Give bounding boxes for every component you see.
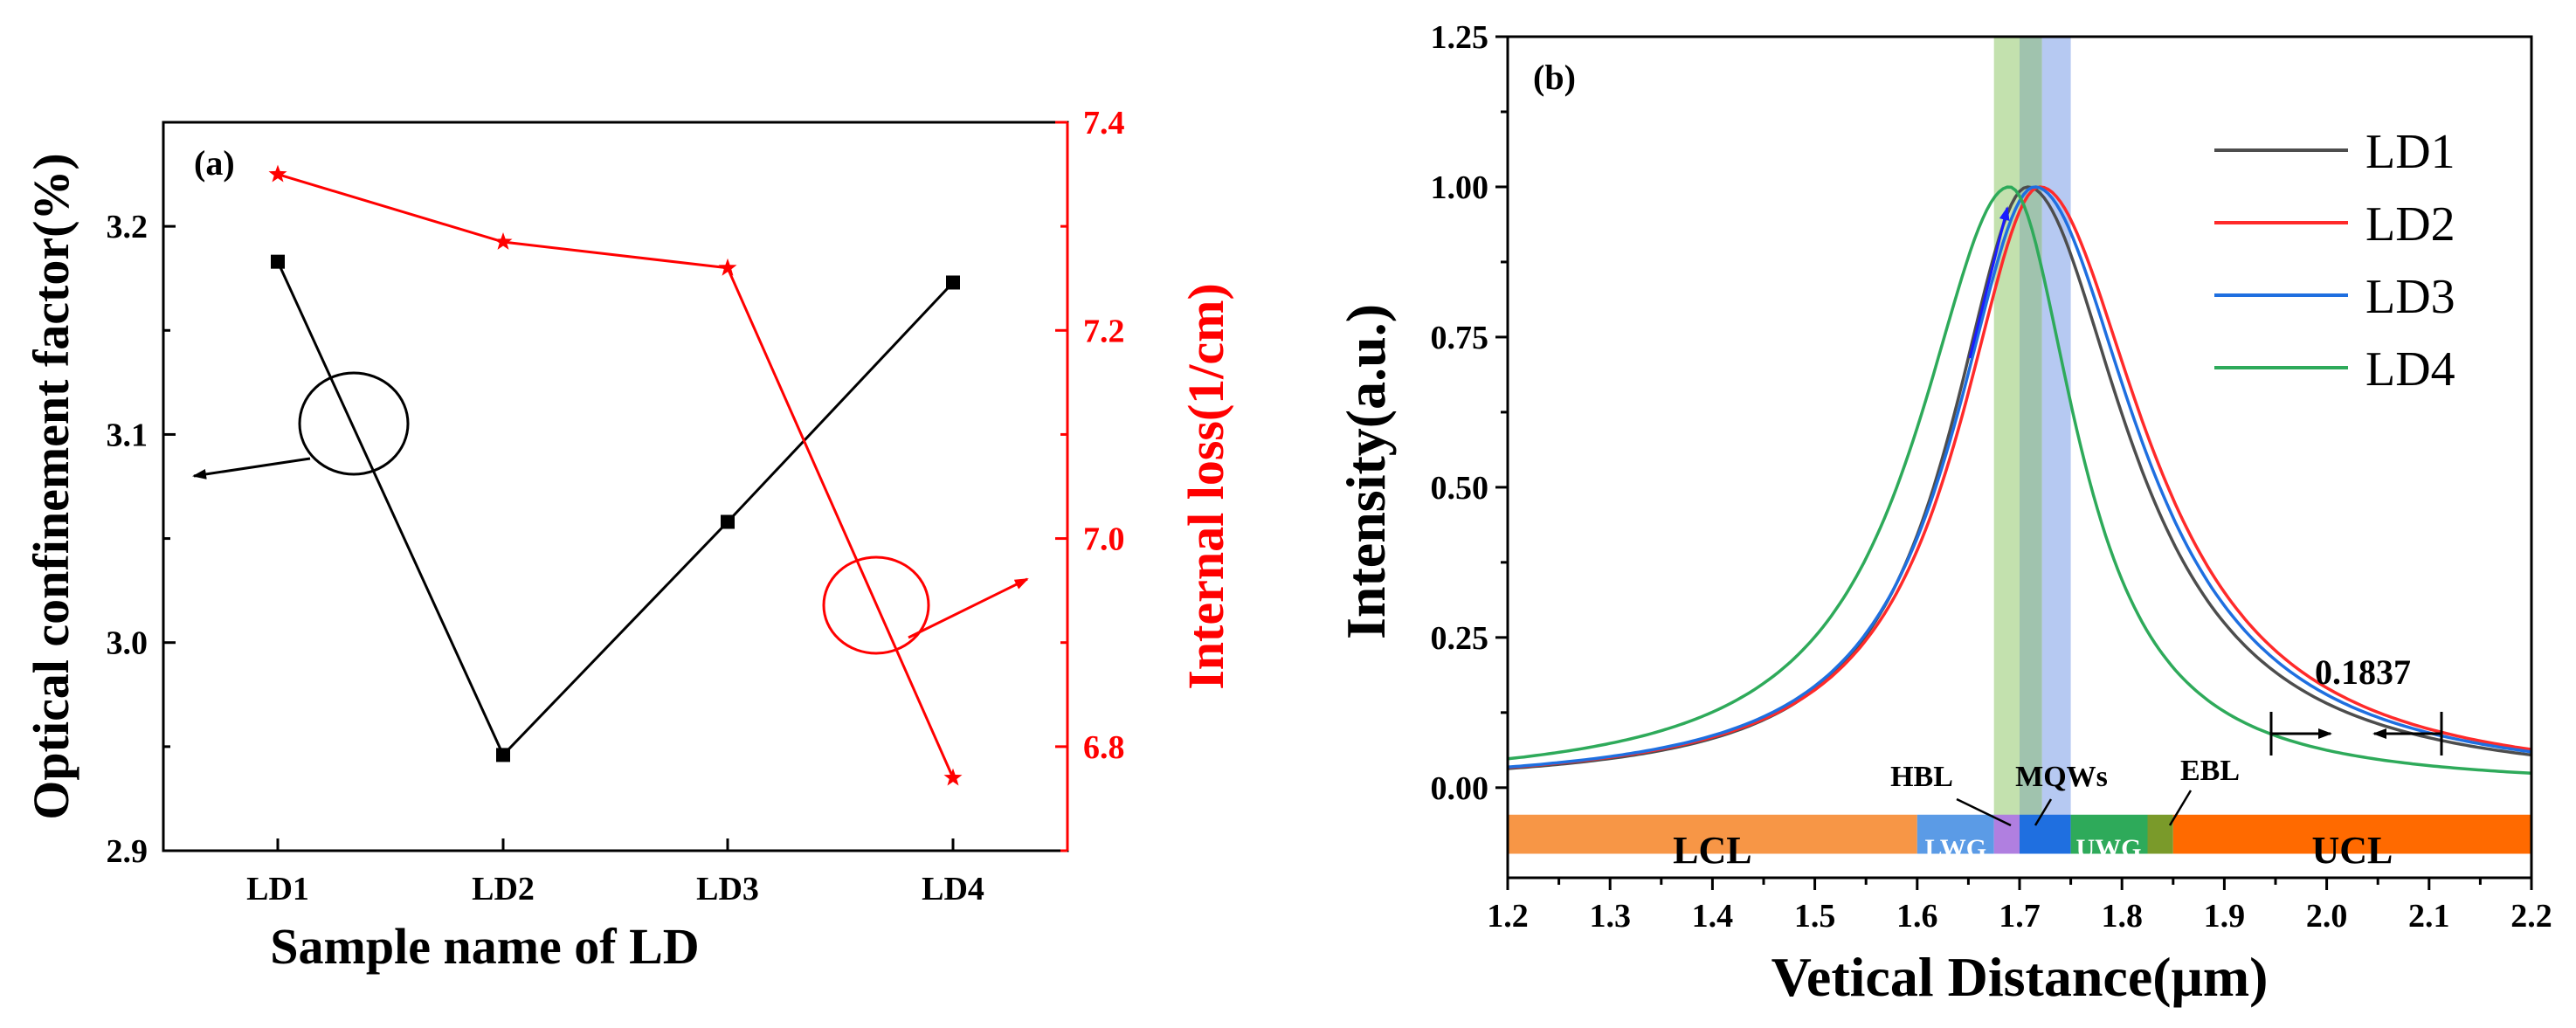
x-tick-label: 1.8 [2101,898,2143,935]
layer-mqws [2020,814,2071,854]
highlight-band [2041,37,2071,830]
layer-uwg [2070,814,2148,854]
x-tick-label: 1.3 [1589,898,1631,935]
curve-ld4 [1508,185,2531,776]
x-tick-label: 1.2 [1487,898,1529,935]
y-tick-label: 0.00 [1431,770,1489,807]
panel-a-plot-frame [162,121,1069,852]
x-tick-label: 2.1 [2408,898,2450,935]
internal-loss-data-point [718,258,737,276]
x-tick-label: 2.2 [2510,898,2552,935]
panel-a-right-axis-label: Internal loss(1/cm) [1178,283,1234,690]
confinement-data-point [721,514,735,529]
left-tick-label: 3.0 [107,625,148,662]
y-tick-label: 0.75 [1431,320,1489,356]
layer-lcl [1508,814,1917,854]
layer-label-uwg: UWG [2075,834,2141,863]
x-tick-label: 1.9 [2204,898,2246,935]
layer-ucl [2172,814,2531,854]
red-series-indicator-circle [822,555,930,655]
panel-b-x-axis-label: Vetical Distance(μm) [1771,946,2269,1008]
peak-shift-arrow [1968,206,2010,359]
x-tick-label: 1.6 [1896,898,1938,935]
legend-label-ld3: LD3 [2365,270,2455,324]
right-tick-label: 6.8 [1083,729,1125,766]
black-series-indicator-circle [298,371,410,476]
x-tick-label: 1.4 [1692,898,1734,935]
layer-label-ucl: UCL [2311,829,2393,872]
y-tick-label: 1.25 [1431,19,1489,56]
panel-a-right-ticks: 6.8 7.0 7.2 7.4 [1055,105,1125,852]
panel-a-left-axis-label: Optical confinement factor(%) [23,153,79,819]
internal-loss-data-point [943,768,963,786]
panel-a-x-axis-label: Sample name of LD [270,918,699,975]
panel-a: (a) 2.93.03.13.2 6.87.07.27.4 LD1 LD2 LD3 L… [23,105,1234,975]
width-annotation-value: 0.1837 [2315,652,2411,692]
panel-b-x-ticks: 1.2 1.3 1.4 1.5 1.6 1.7 1.8 1.9 2.0 2.1 2.2 [1487,878,2552,935]
left-tick-label: 3.2 [107,209,148,245]
y-tick-label: 0.50 [1431,470,1489,507]
x-tick-label-ld4: LD4 [922,871,984,907]
curve-ld3 [1508,185,2531,769]
confinement-data-point [946,275,960,290]
layer-label-ebl: EBL [2180,755,2240,787]
x-tick-label: 1.7 [1999,898,2041,935]
right-tick-label: 7.0 [1083,521,1125,558]
y-tick-label: 1.00 [1431,169,1489,206]
panel-a-series [268,164,963,786]
x-tick-label-ld2: LD2 [472,871,535,907]
panel-b-callout-lines [1956,790,2193,827]
panel-b-layer-bar [1508,814,2531,854]
panel-a-x-ticks: LD1 LD2 LD3 LD4 [246,838,984,907]
layer-lwg [1916,814,1994,854]
legend-label-ld4: LD4 [2365,342,2455,397]
x-tick-label: 2.0 [2306,898,2348,935]
layer-ebl [2147,814,2173,854]
panel-b-y-ticks: 0.00 0.25 0.50 0.75 1.00 1.25 [1431,19,1508,807]
panel-b-layer-labels: LCL LWG HBL MQWs UWG EBL UCL [1673,755,2393,872]
internal-loss-data-point [494,232,513,250]
layer-hbl [1993,814,2020,854]
panel-b-legend: LD1 LD2 LD3 LD4 [2214,125,2455,397]
internal-loss-data-point [268,164,287,183]
confinement-data-point [271,254,285,269]
width-annotation [2269,712,2443,755]
panel-a-label: (a) [194,143,235,183]
right-tick-label: 7.4 [1083,105,1125,141]
confinement-data-point [496,748,510,762]
legend-label-ld2: LD2 [2365,197,2455,252]
panel-b-y-axis-label: Intensity(a.u.) [1335,304,1397,639]
layer-label-hbl: HBL [1890,761,1953,793]
right-tick-label: 7.2 [1083,313,1125,349]
left-tick-label: 2.9 [107,833,148,870]
y-tick-label: 0.25 [1431,620,1489,657]
highlight-band [1993,37,2020,830]
layer-label-lwg: LWG [1924,834,1986,863]
layer-label-mqws: MQWs [2015,761,2108,793]
layer-label-lcl: LCL [1673,829,1751,872]
panel-a-left-ticks: 2.9 3.0 3.1 3.2 [107,209,176,870]
panel-b-label: (b) [1533,58,1576,97]
x-tick-label-ld1: LD1 [246,871,309,907]
series-line-internal-loss [277,173,955,779]
panel-b-highlight-bands [1993,37,2071,830]
x-tick-label: 1.5 [1794,898,1836,935]
series-line-confinement [276,261,955,758]
red-series-right-arrow [908,577,1029,639]
legend-label-ld1: LD1 [2365,125,2455,179]
panel-b: 0.00 0.25 0.50 0.75 1.00 1.25 1.2 1.3 1.4 1.5 1.6… [1335,19,2552,1008]
black-series-left-arrow [192,457,311,480]
x-tick-label-ld3: LD3 [696,871,759,907]
panel-b-curves [1508,185,2531,776]
left-tick-label: 3.1 [107,417,148,453]
highlight-band [2020,37,2042,830]
